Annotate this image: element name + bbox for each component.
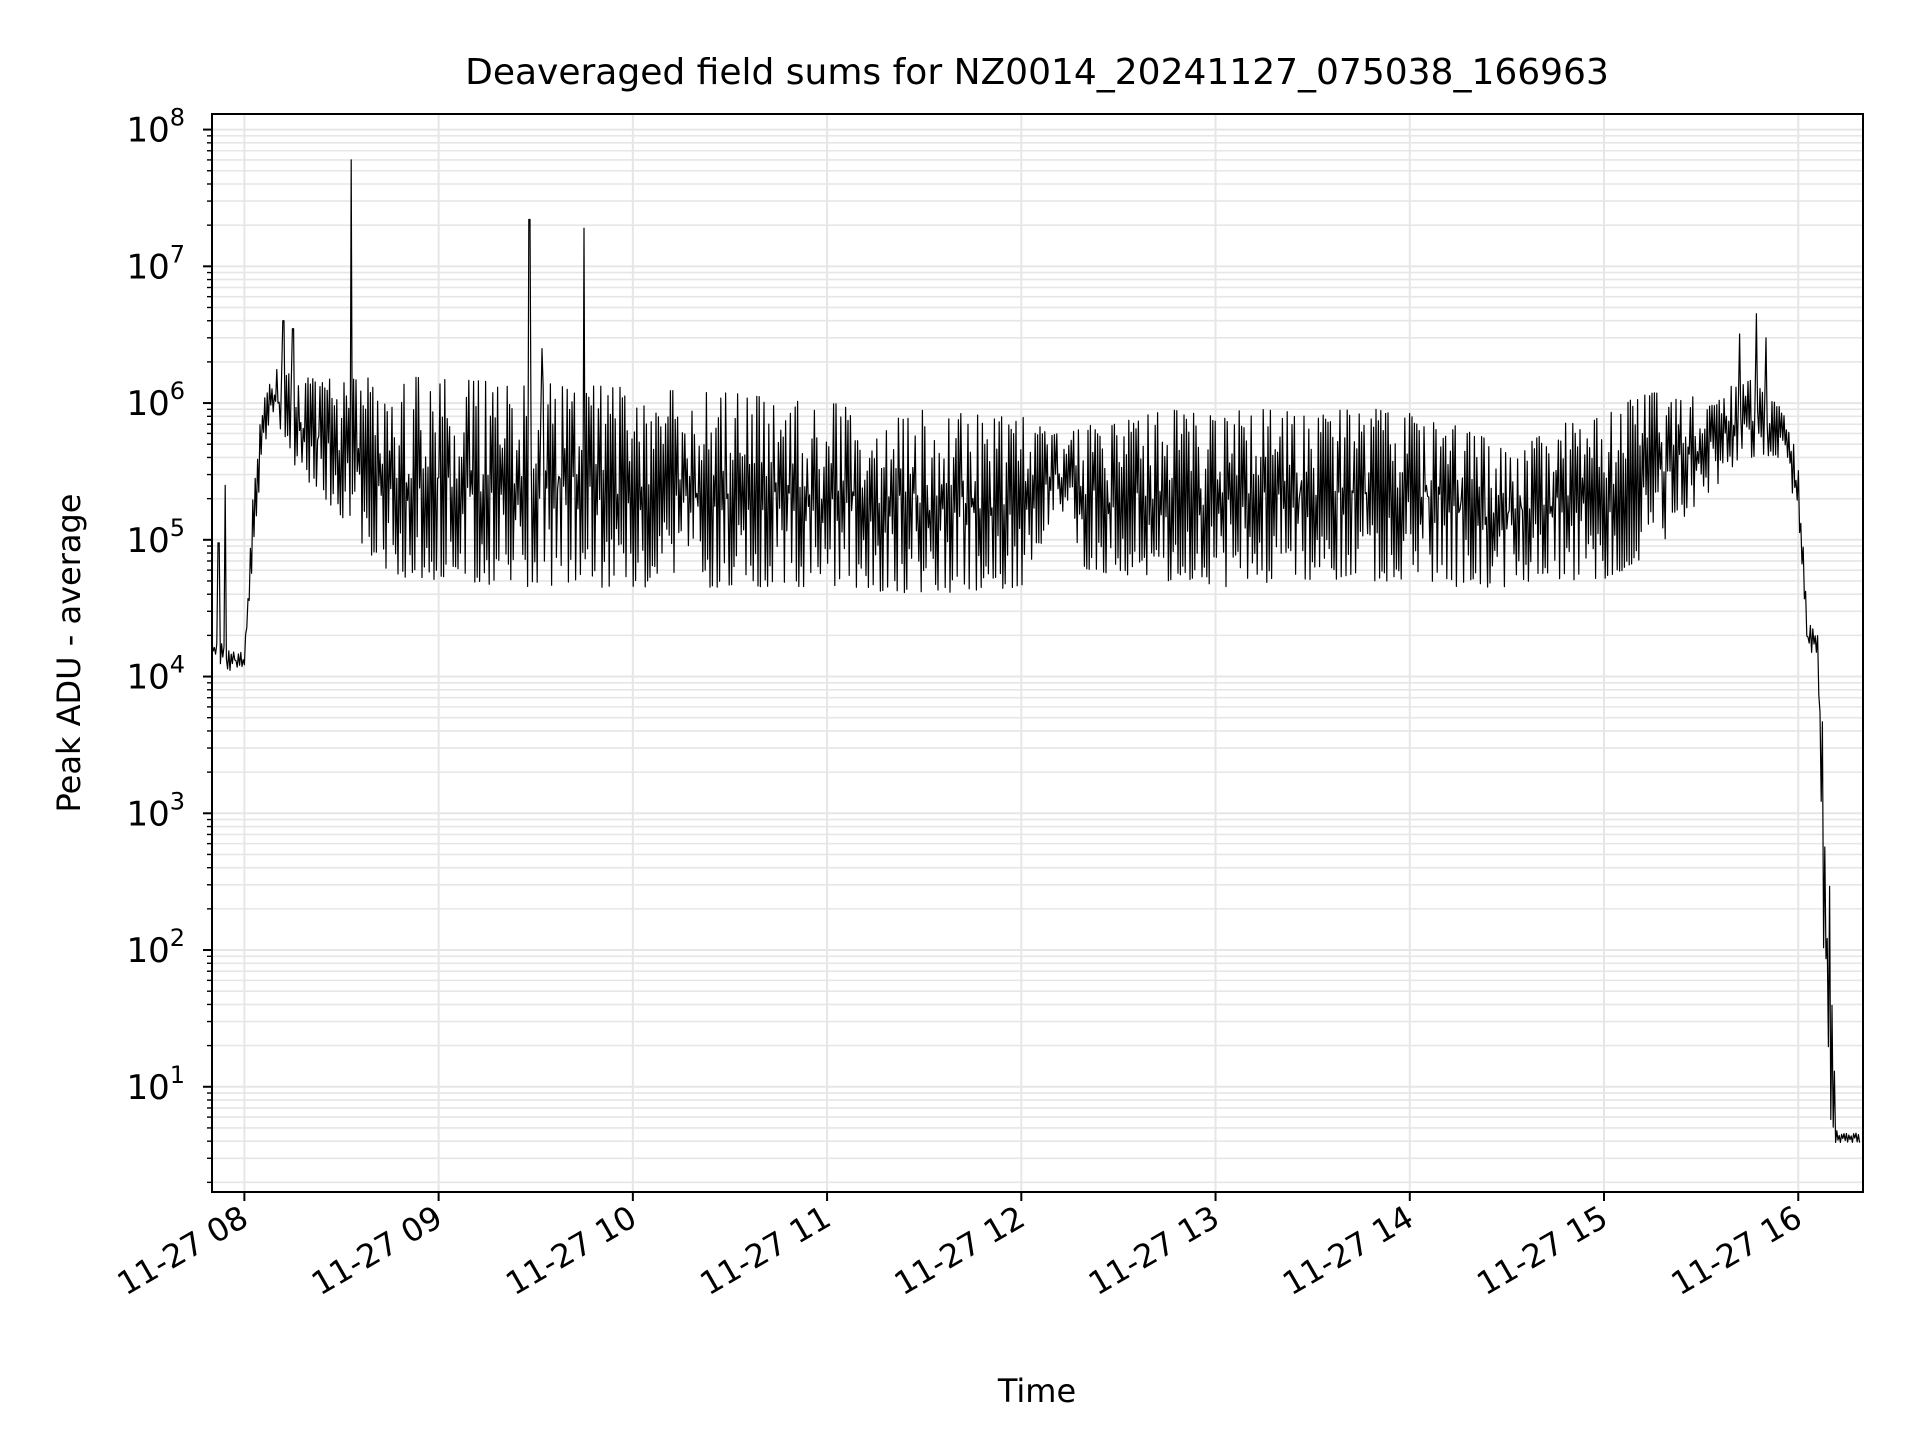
y-tick-label: 101 bbox=[126, 1061, 185, 1108]
y-tick-label: 105 bbox=[126, 514, 185, 561]
x-tick-label: 11-27 14 bbox=[1276, 1198, 1420, 1303]
axes: 101 102 103 104 105 106 107 108 11-27 08 11-27 09… bbox=[111, 104, 1808, 1303]
plot-frame bbox=[211, 113, 1864, 1193]
y-tick-label: 107 bbox=[126, 240, 185, 287]
y-tick-label: 106 bbox=[126, 377, 185, 424]
x-tick-label: 11-27 12 bbox=[888, 1198, 1032, 1303]
grid bbox=[212, 114, 1863, 1192]
y-tick-label: 108 bbox=[126, 104, 185, 151]
plot-area bbox=[211, 159, 1861, 1143]
y-tick-label: 103 bbox=[126, 787, 185, 834]
x-tick-label: 11-27 09 bbox=[305, 1198, 449, 1303]
y-axis-label: Peak ADU - average bbox=[50, 494, 88, 813]
x-tick-label: 11-27 16 bbox=[1665, 1198, 1809, 1303]
chart-title: Deaveraged field sums for NZ0014_2024112… bbox=[465, 52, 1609, 93]
x-tick-label: 11-27 11 bbox=[693, 1198, 837, 1303]
x-tick-label: 11-27 15 bbox=[1470, 1198, 1614, 1303]
series-line bbox=[211, 159, 1861, 1143]
y-tick-label: 104 bbox=[126, 651, 185, 698]
x-tick-label: 11-27 08 bbox=[111, 1198, 255, 1303]
x-tick-label: 11-27 13 bbox=[1082, 1198, 1226, 1303]
x-axis-label: Time bbox=[997, 1372, 1076, 1410]
y-tick-label: 102 bbox=[126, 924, 185, 971]
x-tick-label: 11-27 10 bbox=[499, 1198, 643, 1303]
